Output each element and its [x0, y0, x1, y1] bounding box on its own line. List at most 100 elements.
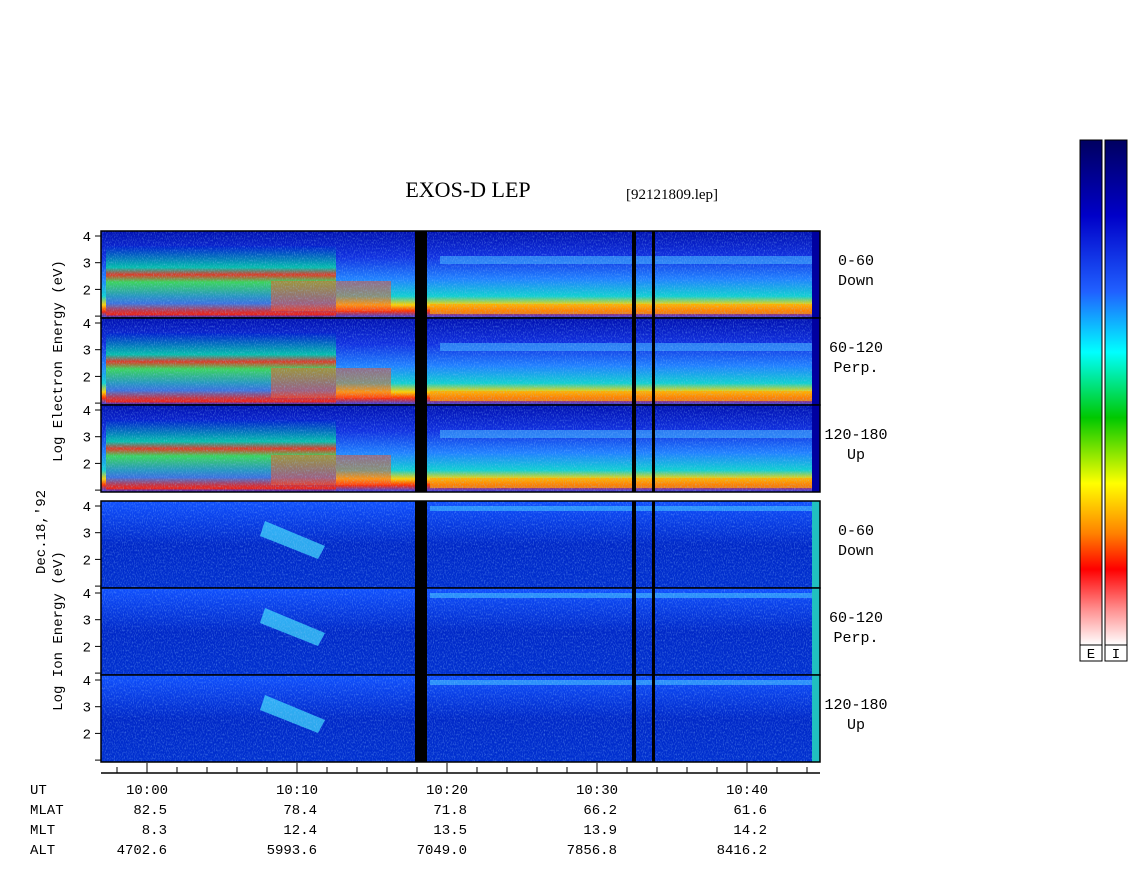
y-tick-label: 4 — [83, 674, 91, 690]
colorbar-label: I — [1112, 647, 1120, 663]
y-tick-label: 4 — [83, 317, 91, 333]
data-gap — [415, 405, 427, 492]
row-label: MLT — [30, 823, 55, 839]
y-tick-label: 2 — [83, 553, 91, 569]
row-value: 8.3 — [142, 823, 167, 839]
data-gap — [652, 675, 655, 762]
y-tick-label: 3 — [83, 431, 91, 447]
y-tick-label: 4 — [83, 404, 91, 420]
y-tick-label: 4 — [83, 500, 91, 516]
y-tick-label: 3 — [83, 614, 91, 630]
colorbar — [1104, 139, 1128, 646]
row-label: UT — [30, 783, 47, 799]
data-gap — [632, 675, 636, 762]
y-tick-label: 4 — [83, 230, 91, 246]
title: EXOS-D LEP — [405, 177, 530, 202]
row-value: 5993.6 — [267, 843, 317, 859]
row-value: 66.2 — [583, 803, 617, 819]
panel: 2 3 4 120-180 Up — [83, 674, 888, 763]
panel: 2 3 4 60-120 Perp. — [83, 587, 883, 676]
row-value: 61.6 — [733, 803, 767, 819]
noise — [101, 231, 820, 318]
y-tick-label: 2 — [83, 283, 91, 299]
data-gap — [632, 405, 636, 492]
data-gap — [415, 588, 427, 675]
row-value: 14.2 — [733, 823, 767, 839]
panel: 2 3 4 60-120 Perp. — [83, 317, 883, 406]
data-gap — [632, 588, 636, 675]
row-value: 12.4 — [283, 823, 317, 839]
y-tick-label: 4 — [83, 587, 91, 603]
angle-label: 0-60 — [838, 523, 874, 540]
data-gap — [652, 501, 655, 588]
data-gap — [415, 318, 427, 405]
row-value: 4702.6 — [117, 843, 167, 859]
plots: Log Electron Energy (eV) 2 3 4 0-60 Down 2 3 4 60… — [51, 230, 888, 763]
row-label: ALT — [30, 843, 55, 859]
direction-label: Perp. — [833, 630, 878, 647]
direction-label: Perp. — [833, 360, 878, 377]
colorbar — [1079, 139, 1103, 646]
panel: 2 3 4 120-180 Up — [83, 404, 888, 493]
y-tick-label: 3 — [83, 344, 91, 360]
panel: 2 3 4 0-60 Down — [83, 230, 874, 319]
panel-edge — [812, 501, 820, 588]
data-gap — [652, 318, 655, 405]
y-tick-label: 3 — [83, 701, 91, 717]
y-tick-label: 2 — [83, 457, 91, 473]
row-value: 13.9 — [583, 823, 617, 839]
row-value: 78.4 — [283, 803, 317, 819]
row-value: 10:20 — [426, 783, 468, 799]
noise — [101, 501, 820, 588]
row-label: MLAT — [30, 803, 64, 819]
row-value: 7856.8 — [567, 843, 617, 859]
y-tick-label: 3 — [83, 527, 91, 543]
row-value: 10:10 — [276, 783, 318, 799]
panel: 2 3 4 0-60 Down — [83, 500, 874, 589]
data-gap — [632, 318, 636, 405]
row-value: 10:00 — [126, 783, 168, 799]
y-tick-label: 2 — [83, 640, 91, 656]
angle-label: 60-120 — [829, 610, 883, 627]
panel-edge — [812, 318, 820, 405]
data-gap — [652, 588, 655, 675]
colorbar-label-box — [1104, 644, 1128, 662]
noise — [101, 405, 820, 492]
data-gap — [632, 501, 636, 588]
date-label: Dec.18,'92 — [34, 490, 50, 574]
direction-label: Up — [847, 717, 865, 734]
data-gap — [415, 675, 427, 762]
panel-edge — [812, 588, 820, 675]
panel-edge — [812, 675, 820, 762]
time-axis: UT 10:00 10:10 10:20 10:30 10:40 MLAT 82.5 78.4 7… — [30, 763, 820, 859]
noise — [101, 675, 820, 762]
panel-edge — [812, 231, 820, 318]
y-axis-label: Log Electron Energy (eV) — [51, 260, 67, 462]
panel-edge — [812, 405, 820, 492]
noise — [101, 588, 820, 675]
direction-label: Down — [838, 543, 874, 560]
angle-label: 120-180 — [824, 427, 887, 444]
file-name: [92121809.lep] — [626, 187, 718, 203]
panel-frame — [100, 404, 821, 493]
row-value: 13.5 — [433, 823, 467, 839]
y-tick-label: 2 — [83, 727, 91, 743]
data-gap — [415, 231, 427, 318]
angle-label: 120-180 — [824, 697, 887, 714]
row-value: 82.5 — [133, 803, 167, 819]
noise — [101, 318, 820, 405]
data-gap — [652, 405, 655, 492]
row-value: 10:30 — [576, 783, 618, 799]
row-value: 71.8 — [433, 803, 467, 819]
data-gap — [415, 501, 427, 588]
row-value: 8416.2 — [717, 843, 767, 859]
data-gap — [652, 231, 655, 318]
row-value: 7049.0 — [417, 843, 467, 859]
angle-label: 0-60 — [838, 253, 874, 270]
y-tick-label: 2 — [83, 370, 91, 386]
y-axis-label: Log Ion Energy (eV) — [51, 551, 67, 711]
row-value: 10:40 — [726, 783, 768, 799]
y-tick-label: 3 — [83, 257, 91, 273]
